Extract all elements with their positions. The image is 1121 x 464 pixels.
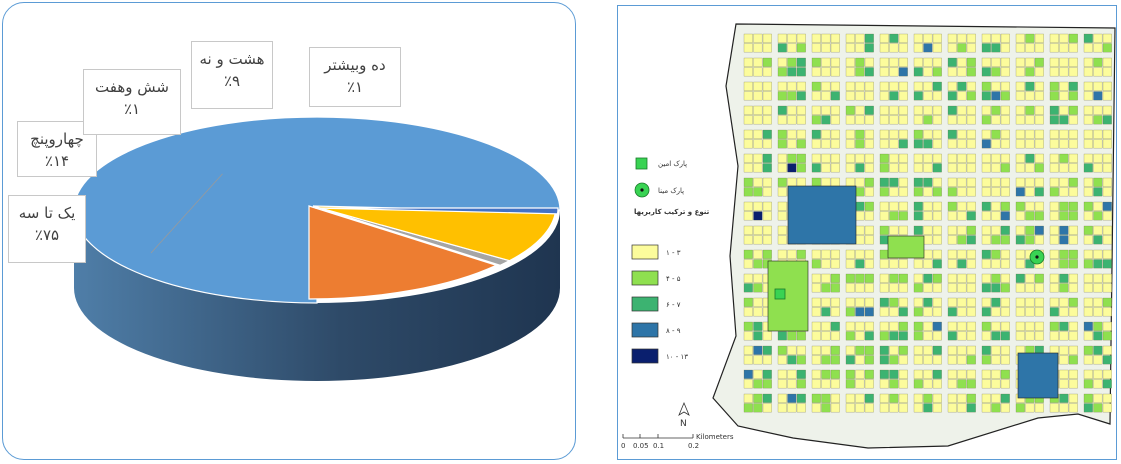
legend-class-label-4: ۸ - ۹ (666, 327, 681, 335)
leader-line-1 (150, 173, 223, 254)
legend-swatch-5 (631, 348, 659, 364)
map-block-a (787, 185, 857, 245)
pie-chart-panel: یک تا سه ٪۷۵ چهاروپنچ ٪۱۴ شش وهفت ٪۱ هشت و نه ٪… (2, 2, 576, 460)
legend-swatch-1 (631, 244, 659, 260)
north-label: N (680, 419, 687, 429)
legend-title: تنوع و ترکیب کاربریها (634, 208, 710, 216)
callout-category: شش وهفت (95, 78, 169, 96)
callout-category: ده وبیشتر (324, 56, 386, 74)
map-park-area (767, 260, 809, 332)
pie-slice-5 (314, 207, 559, 215)
callout-value: ٪۱ (346, 78, 364, 96)
legend-swatch-2 (631, 270, 659, 286)
scale-tick-0: 0 (621, 442, 625, 450)
legend-class-label-5: ۱۰ - ۱۳ (666, 353, 688, 361)
pie-side-wall-face (74, 210, 560, 381)
callout-value: ٪۹ (223, 72, 241, 90)
land-use-map-panel: پارک امین پارک مینا تنوع و ترکیب کاربریه… (617, 5, 1117, 460)
callout-value: ٪۷۵ (34, 226, 60, 244)
scale-tick-3: 0.2 (688, 442, 699, 450)
park-amin-icon (774, 288, 786, 300)
pie-slice-2 (308, 205, 498, 300)
legend-class-label-3: ۶ - ۷ (666, 301, 681, 309)
legend-class-label-2: ۴ - ۵ (666, 275, 681, 283)
scale-unit: Kilometers (696, 433, 734, 441)
callout-value: ٪۱۴ (44, 152, 70, 170)
scale-bar: 0 0.05 0.1 0.2 Kilometers (621, 433, 734, 450)
legend-swatch-3 (631, 296, 659, 312)
callout-value: ٪۱ (123, 100, 141, 118)
legend-classes: ۱ - ۳ ۴ - ۵ ۶ - ۷ ۸ - ۹ ۱۰ - ۱۳ (631, 244, 688, 364)
land-use-map: پارک امین پارک مینا تنوع و ترکیب کاربریه… (621, 23, 1116, 450)
map-base (712, 23, 1116, 449)
callout-2: چهاروپنچ ٪۱۴ (17, 121, 97, 177)
pie-chart (73, 116, 561, 381)
scale-tick-1: 0.05 (633, 442, 649, 450)
callout-category: چهاروپنچ (30, 130, 84, 148)
callout-5: ده وبیشتر ٪۱ (309, 47, 401, 107)
pie-slices (73, 116, 561, 304)
legend-class-label-1: ۱ - ۳ (666, 249, 681, 257)
pie-slice-1 (73, 116, 561, 304)
callout-3: شش وهفت ٪۱ (83, 69, 181, 135)
pie-side-wall (74, 210, 560, 381)
scale-tick-2: 0.1 (653, 442, 664, 450)
callout-category: یک تا سه (18, 204, 76, 222)
legend-swatch-4 (631, 322, 659, 338)
legend-park-1: پارک امین (658, 160, 687, 168)
callout-category: هشت و نه (199, 50, 265, 68)
map-legend: پارک امین پارک مینا تنوع و ترکیب کاربریه… (631, 157, 710, 364)
leader-lines (150, 173, 223, 254)
north-arrow-icon: N (678, 401, 690, 429)
park-square-icon (635, 157, 648, 170)
callout-4: هشت و نه ٪۹ (191, 41, 273, 109)
map-block-b (1017, 352, 1059, 399)
callout-1: یک تا سه ٪۷۵ (8, 195, 86, 263)
legend-park-2: پارک مینا (658, 187, 684, 195)
